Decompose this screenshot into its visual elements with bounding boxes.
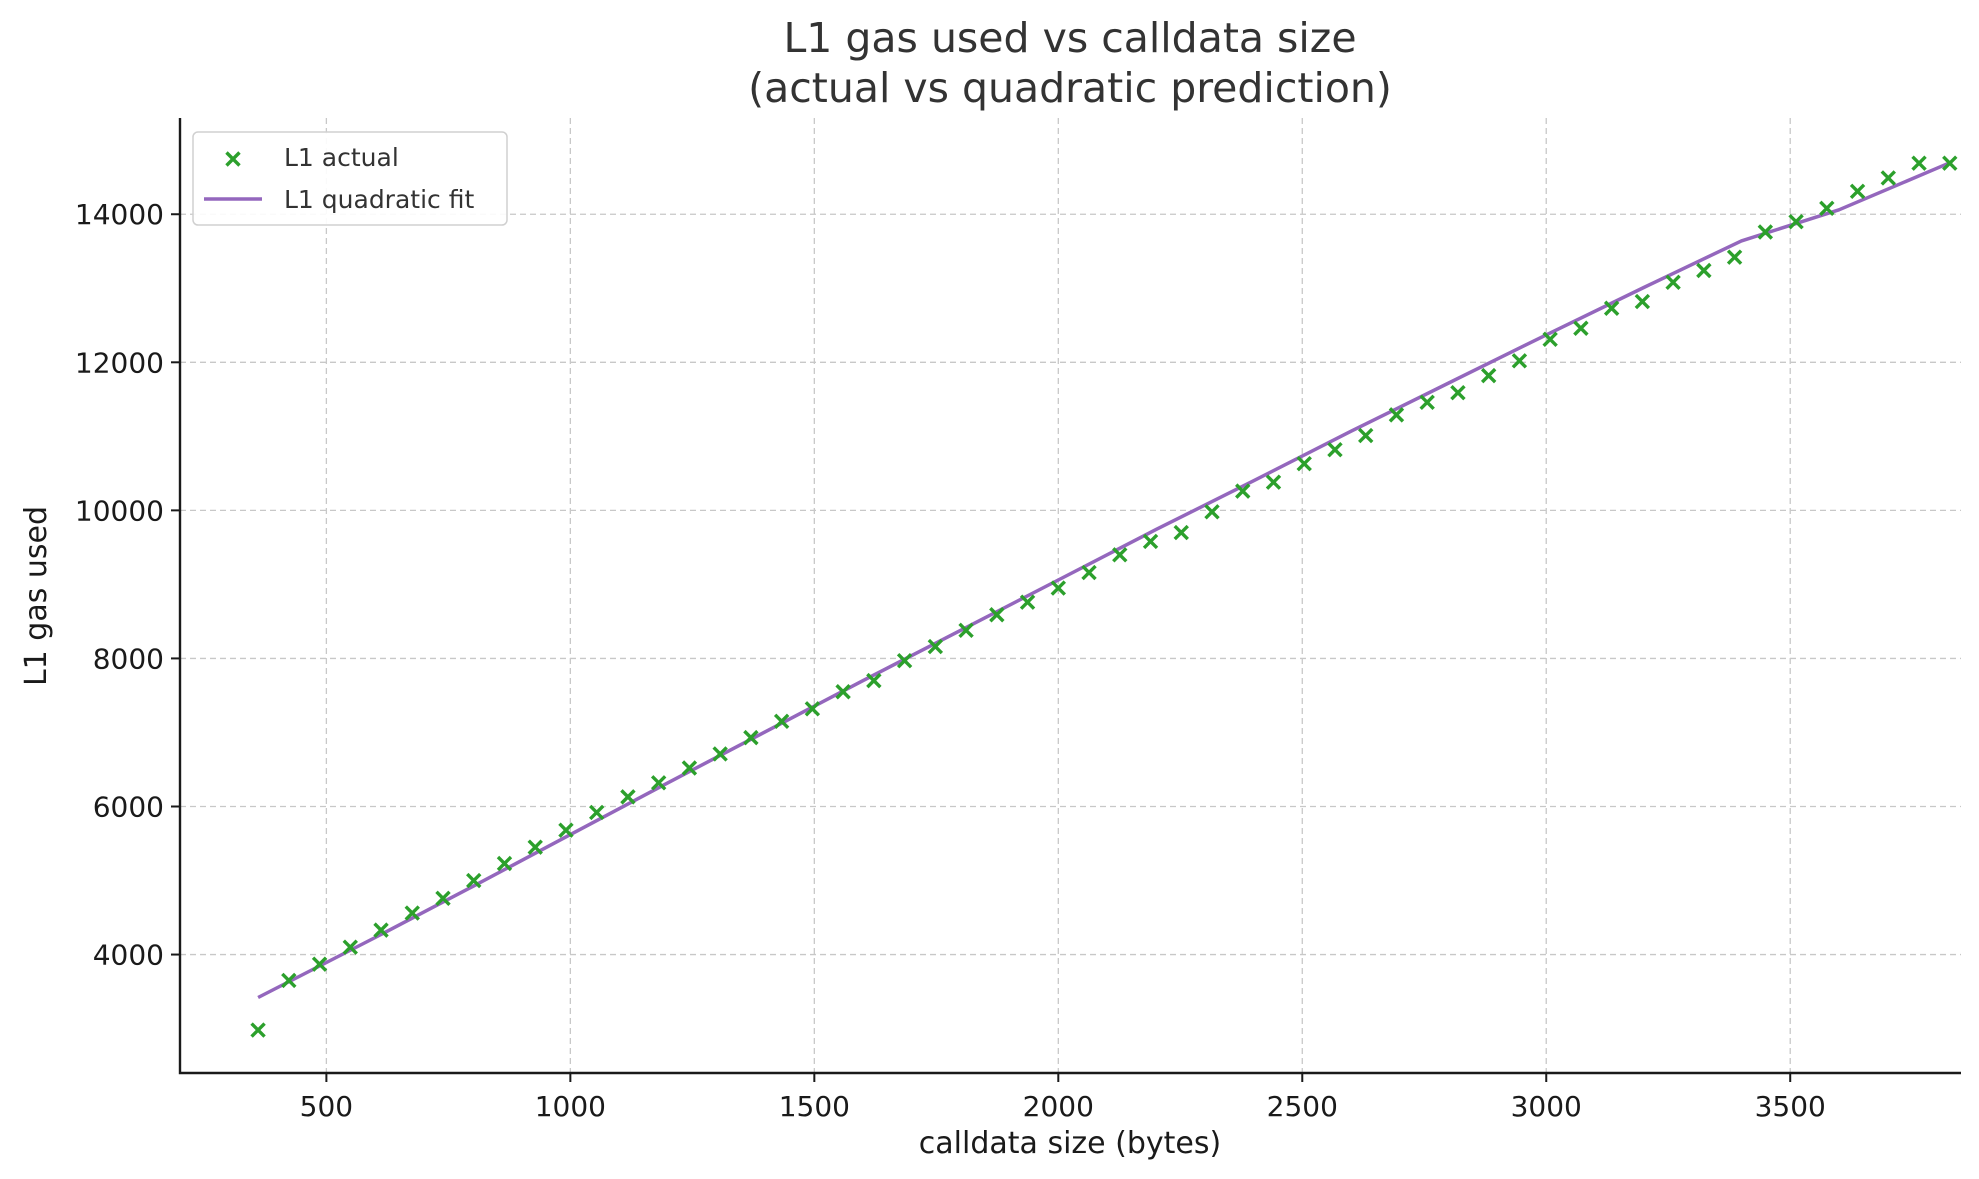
data-point-actual	[743, 729, 759, 746]
data-point-actual	[373, 922, 389, 938]
data-point-actual	[466, 872, 482, 889]
data-point-actual	[1142, 533, 1159, 550]
data-point-actual	[1019, 594, 1036, 610]
x-tick-label: 500	[300, 1090, 353, 1123]
data-point-actual	[1511, 353, 1528, 369]
legend-label-fit: L1 quadratic fit	[284, 185, 474, 214]
data-point-actual	[712, 746, 728, 762]
data-point-actual	[927, 638, 944, 655]
axis-ticks: 500 1000 1500 2000 2500 3000 3500 4000 6000 8000 1…	[75, 198, 1826, 1123]
data-point-actual	[589, 804, 605, 821]
data-point-actual	[1819, 200, 1835, 217]
data-point-actual	[1665, 274, 1681, 291]
series-layer	[250, 155, 1958, 1038]
data-point-actual	[773, 713, 790, 730]
y-tick-label: 4000	[93, 939, 164, 972]
data-point-actual	[1480, 367, 1497, 384]
data-point-actual	[250, 1022, 266, 1038]
x-tick-label: 2500	[1267, 1090, 1338, 1123]
data-point-actual	[435, 890, 451, 906]
chart-title-line-2: (actual vs quadratic prediction)	[748, 64, 1392, 112]
data-point-actual	[1757, 224, 1774, 240]
data-point-actual	[281, 972, 297, 989]
x-tick-label: 1500	[779, 1090, 850, 1123]
data-point-actual	[989, 607, 1005, 623]
x-tick-label: 3000	[1511, 1090, 1582, 1123]
x-tick-label: 2000	[1023, 1090, 1094, 1123]
fit-line	[257, 161, 1950, 1000]
y-tick-label: 6000	[93, 790, 164, 823]
data-point-actual	[896, 652, 913, 669]
data-point-actual	[958, 622, 974, 638]
data-point-actual	[681, 760, 698, 776]
data-point-actual	[1235, 483, 1251, 499]
data-point-actual	[804, 701, 821, 717]
y-tick-label: 8000	[93, 642, 164, 675]
data-point-actual	[1849, 183, 1866, 199]
x-axis-label: calldata size (bytes)	[919, 1126, 1221, 1161]
data-point-actual	[1942, 155, 1958, 171]
y-tick-label: 14000	[75, 198, 164, 231]
x-tick-label: 1000	[535, 1090, 606, 1123]
data-point-actual	[620, 789, 636, 805]
data-point-actual	[558, 822, 574, 838]
data-point-actual	[1726, 249, 1743, 265]
data-point-actual	[1788, 213, 1804, 230]
data-point-actual	[1696, 262, 1712, 279]
data-point-actual	[1911, 155, 1927, 171]
data-point-actual	[650, 775, 667, 791]
grid	[180, 118, 1961, 1073]
x-tick-label: 3500	[1755, 1090, 1826, 1123]
data-point-actual	[866, 672, 882, 689]
data-point-actual	[1603, 300, 1620, 316]
legend-marker-actual	[225, 151, 241, 167]
data-point-actual	[1050, 580, 1067, 596]
data-point-actual	[1880, 170, 1897, 186]
data-point-actual	[1573, 320, 1589, 336]
data-point-actual	[1327, 441, 1343, 458]
data-point-actual	[1634, 293, 1651, 310]
y-tick-label: 12000	[75, 346, 164, 379]
data-point-actual	[835, 684, 851, 700]
data-point-actual	[527, 839, 543, 855]
y-tick-label: 10000	[75, 494, 164, 527]
chart-title-line-1: L1 gas used vs calldata size	[783, 14, 1356, 62]
data-point-actual	[1081, 564, 1097, 581]
data-point-actual	[1204, 504, 1220, 520]
y-axis-label: L1 gas used	[19, 506, 54, 686]
data-point-actual	[311, 956, 328, 972]
legend-box	[192, 131, 508, 226]
legend-x-glyph	[225, 151, 241, 167]
plot-spines	[178, 118, 1961, 1075]
data-point-actual	[1296, 456, 1312, 472]
data-point-actual	[1450, 384, 1466, 401]
data-point-actual	[1542, 331, 1558, 348]
data-point-actual	[1112, 547, 1128, 563]
data-point-actual	[1388, 407, 1405, 423]
data-point-actual	[1419, 394, 1435, 410]
data-point-actual	[496, 855, 513, 872]
data-point-actual	[1358, 427, 1374, 444]
data-point-actual	[1265, 474, 1282, 490]
legend: L1 actual L1 quadratic fit	[192, 131, 508, 226]
data-point-actual	[342, 939, 358, 955]
legend-label-actual: L1 actual	[284, 143, 399, 172]
data-point-actual	[404, 905, 420, 921]
data-point-actual	[1173, 524, 1189, 541]
